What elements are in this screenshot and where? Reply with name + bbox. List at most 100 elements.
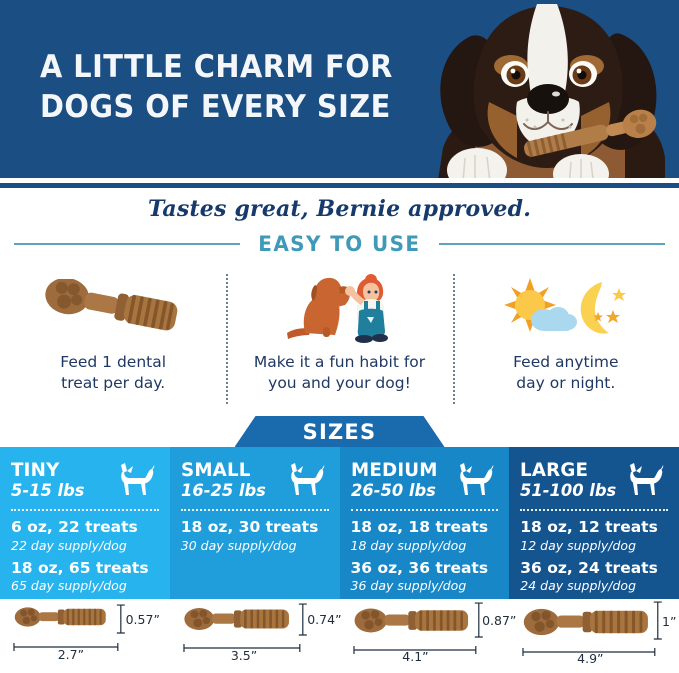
treat-art [0, 604, 170, 630]
size-divider [11, 508, 159, 511]
bernese-puppy-with-treat-icon [438, 4, 665, 178]
treat-width-label: 3.5” [230, 648, 258, 663]
hero-banner: A LITTLE CHARM FOR DOGS OF EVERY SIZE [0, 0, 679, 178]
pack-main: 18 oz, 18 treats [350, 517, 489, 536]
size-weight-range: 51-100 lbs [520, 480, 617, 501]
size-weight-range: 26-50 lbs [350, 480, 436, 501]
dental-treat-icon [354, 608, 468, 633]
feature-feed-anytime: Feed anytime day or night. [452, 270, 679, 410]
pack-main: 18 oz, 65 treats [11, 558, 149, 577]
size-divider [520, 508, 668, 511]
pack-option: 18 oz, 30 treats 30 day supply/dog [180, 517, 329, 553]
feature-caption-line-1: Make it a fun habit for [253, 353, 426, 371]
dimension-guides [522, 601, 663, 656]
dental-treat-icon [184, 607, 289, 631]
pack-main: 36 oz, 24 treats [520, 558, 658, 577]
features-row: Feed 1 dental treat per day. [0, 270, 679, 410]
pack-main: 18 oz, 12 treats [520, 517, 658, 536]
pack-sub: 24 day supply/dog [520, 578, 636, 594]
treat-height-label: 0.57” [125, 612, 160, 627]
size-name: MEDIUM [350, 459, 438, 481]
treat-height-label: 0.74” [307, 612, 342, 627]
page-title: A LITTLE CHARM FOR DOGS OF EVERY SIZE [40, 48, 412, 127]
small-dog-silhouette-icon [120, 463, 155, 495]
feature-art [500, 270, 632, 344]
feature-fun-habit: Make it a fun habit for you and your dog… [226, 270, 452, 410]
sun-cloud-moon-stars-icon [503, 278, 626, 334]
treat-art [340, 604, 510, 637]
medium-dog-silhouette-icon [460, 463, 494, 495]
dental-treat-icon [14, 607, 106, 627]
treat-width-label: 4.9” [577, 651, 604, 666]
size-divider [350, 508, 499, 511]
feature-caption-line-1: Feed anytime [513, 353, 619, 371]
size-divider [180, 508, 329, 511]
heading-rule-left [14, 243, 241, 245]
size-header: LARGE 51-100 lbs [520, 459, 668, 501]
dimension-guides [352, 602, 483, 654]
pack-sub: 22 day supply/dog [11, 537, 127, 553]
feature-caption: Make it a fun habit for you and your dog… [254, 352, 425, 394]
page-title-line-1: A LITTLE CHARM FOR [40, 49, 393, 85]
feature-caption: Feed anytime day or night. [513, 352, 618, 394]
feature-art [279, 270, 399, 344]
pack-main: 18 oz, 30 treats [180, 517, 319, 536]
dimensions-row: 0.57” 2.7” [0, 599, 679, 667]
pack-sub: 12 day supply/dog [520, 537, 636, 553]
size-column-small: SMALL 16-25 lbs 18 oz, 30 treats 30 day … [169, 447, 340, 599]
pack-sub: 36 day supply/dog [350, 578, 467, 594]
treat-art [509, 604, 679, 640]
size-header-text: SMALL 16-25 lbs [180, 459, 283, 501]
dimension-cell-small: 0.74” 3.5” [170, 599, 342, 667]
size-header-text: MEDIUM 26-50 lbs [350, 459, 453, 501]
pack-option: 6 oz, 22 treats 22 day supply/dog [11, 517, 159, 553]
feature-caption-line-2: treat per day. [61, 373, 166, 392]
pack-main: 36 oz, 36 treats [350, 558, 489, 577]
size-name: LARGE [520, 459, 589, 481]
large-dog-silhouette-icon [630, 463, 664, 495]
sizes-banner: SIZES [234, 416, 445, 447]
pack-sub: 65 day supply/dog [11, 578, 127, 594]
pack-option: 18 oz, 18 treats 18 day supply/dog [350, 517, 499, 553]
dimension-guides [183, 603, 307, 652]
tagline: Tastes great, Bernie approved. [147, 196, 532, 222]
feature-caption-line-2: day or night. [516, 373, 616, 392]
pack-option: 36 oz, 36 treats 36 day supply/dog [350, 558, 499, 594]
treat-width-label: 4.1” [402, 649, 429, 664]
section-heading-row: EASY TO USE [0, 232, 679, 256]
size-name: SMALL [180, 459, 251, 481]
size-name: TINY [11, 459, 60, 481]
feature-feed-one-treat: Feed 1 dental treat per day. [0, 270, 226, 410]
sizes-banner-wrap: SIZES [0, 416, 679, 447]
heading-rule-right [438, 243, 665, 245]
feature-caption-line-1: Feed 1 dental [60, 353, 167, 371]
dimension-cell-medium: 0.87” 4.1” [340, 599, 516, 667]
size-column-large: LARGE 51-100 lbs 18 oz, 12 treats 12 day… [509, 447, 679, 599]
size-weight-range: 5-15 lbs [11, 480, 85, 501]
pack-main: 6 oz, 22 treats [11, 517, 138, 536]
size-header-text: TINY 5-15 lbs [11, 459, 113, 501]
feature-art [38, 270, 188, 344]
size-column-medium: MEDIUM 26-50 lbs 18 oz, 18 treats 18 day… [339, 447, 510, 599]
pack-option: 18 oz, 12 treats 12 day supply/dog [520, 517, 668, 553]
feature-caption: Feed 1 dental treat per day. [60, 352, 166, 394]
pack-option: 36 oz, 24 treats 24 day supply/dog [520, 558, 668, 594]
dental-treat-icon [524, 608, 649, 636]
girl-high-fiving-dog-icon [287, 274, 389, 343]
treat-height-label: 0.87” [482, 613, 517, 628]
dimension-cell-tiny: 0.57” 2.7” [0, 599, 170, 667]
treat-width-label: 2.7” [57, 647, 85, 662]
treat-art [170, 604, 340, 634]
pack-option: 18 oz, 65 treats 65 day supply/dog [11, 558, 159, 594]
size-column-tiny: TINY 5-15 lbs 6 oz, 22 treats 22 day sup… [0, 447, 170, 599]
size-header-text: LARGE 51-100 lbs [520, 459, 622, 501]
dimension-cell-large: 1” 4.9” [509, 599, 679, 667]
size-header: MEDIUM 26-50 lbs [350, 459, 499, 501]
size-header: TINY 5-15 lbs [11, 459, 159, 501]
small-dog-silhouette-icon [290, 463, 324, 495]
section-heading: EASY TO USE [258, 232, 421, 256]
pack-sub: 18 day supply/dog [350, 537, 467, 553]
pack-sub: 30 day supply/dog [180, 537, 297, 553]
dental-treat-icon [45, 279, 178, 331]
size-columns: TINY 5-15 lbs 6 oz, 22 treats 22 day sup… [0, 447, 679, 599]
